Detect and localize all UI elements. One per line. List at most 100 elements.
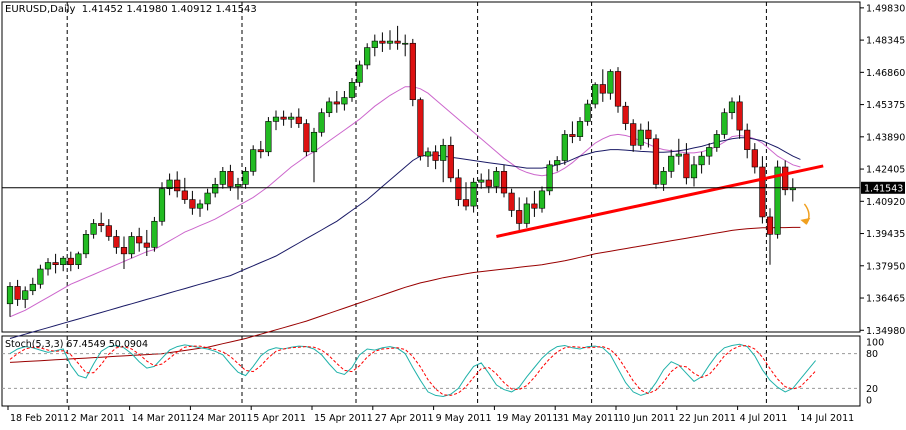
time-tick-label: 22 Jun 2011 bbox=[679, 413, 736, 424]
stochastic-oscillator bbox=[2, 343, 860, 398]
price-tick-label: 1.34980 bbox=[866, 326, 905, 337]
candle-body bbox=[576, 121, 584, 137]
candle-body bbox=[546, 164, 553, 192]
candle-body bbox=[212, 184, 219, 194]
trendline bbox=[496, 164, 824, 238]
candle-body bbox=[698, 155, 705, 166]
time-tick-label: 10 Jun 2011 bbox=[618, 413, 675, 424]
ohlc-values: 1.41452 1.41980 1.40912 1.41543 bbox=[81, 4, 257, 15]
time-tick-label: 18 Feb 2011 bbox=[10, 413, 69, 424]
candle-body bbox=[394, 40, 401, 44]
time-tick-label: 31 May 2011 bbox=[557, 413, 619, 424]
candle-body bbox=[721, 112, 728, 135]
candle-body bbox=[622, 105, 629, 124]
candle-body bbox=[432, 151, 439, 161]
stoch-main-line bbox=[9, 343, 816, 398]
candle-body bbox=[295, 116, 302, 124]
time-tick-label: 15 Apr 2011 bbox=[314, 413, 373, 424]
price-panel-frame bbox=[1, 1, 861, 333]
period-separators bbox=[66, 2, 767, 406]
candle-body bbox=[561, 134, 568, 161]
price-tick-label: 1.39435 bbox=[866, 229, 905, 240]
symbol-header: EURUSD,Daily 1.41452 1.41980 1.40912 1.4… bbox=[5, 4, 257, 15]
candle-body bbox=[82, 234, 90, 255]
moving-averages bbox=[9, 86, 801, 363]
symbol-label: EURUSD,Daily bbox=[5, 4, 76, 15]
candle-body bbox=[151, 220, 158, 248]
candle-body bbox=[250, 149, 257, 172]
candle-body bbox=[234, 184, 242, 187]
candle-body bbox=[280, 116, 287, 120]
candle-body bbox=[538, 190, 546, 209]
candle-body bbox=[341, 97, 348, 105]
candle-body bbox=[310, 131, 318, 153]
candle-body bbox=[531, 203, 538, 209]
stoch-level-label: 80 bbox=[866, 349, 878, 360]
price-tick-label: 1.37950 bbox=[866, 261, 905, 272]
candle-body bbox=[386, 40, 394, 44]
candle-body bbox=[409, 42, 416, 100]
chart-frames bbox=[1, 1, 861, 407]
candle-body bbox=[554, 160, 561, 166]
candle-body bbox=[90, 223, 97, 235]
price-tick-label: 1.48345 bbox=[866, 36, 905, 47]
candle-body bbox=[196, 203, 204, 209]
candle-body bbox=[690, 164, 698, 179]
candle-body bbox=[44, 262, 52, 270]
price-tick-label: 1.49830 bbox=[866, 3, 905, 14]
candle-body bbox=[462, 199, 470, 207]
candle-body bbox=[371, 40, 378, 48]
candle-body bbox=[455, 177, 462, 200]
candle-body bbox=[22, 290, 29, 300]
candle-body bbox=[136, 236, 143, 244]
candle-body bbox=[668, 155, 675, 172]
time-tick-label: 19 May 2011 bbox=[496, 413, 558, 424]
candle-body bbox=[120, 247, 128, 255]
moving-average-line bbox=[9, 137, 801, 339]
candle-body bbox=[113, 236, 120, 248]
candle-body bbox=[523, 203, 530, 224]
price-tick-label: 1.45375 bbox=[866, 100, 905, 111]
time-tick-label: 9 May 2011 bbox=[436, 413, 492, 424]
candle-body bbox=[128, 236, 135, 255]
candle-body bbox=[751, 149, 758, 168]
candle-body bbox=[326, 101, 333, 114]
candle-body bbox=[98, 223, 105, 226]
candle-body bbox=[303, 123, 310, 153]
price-tick-label: 1.43890 bbox=[866, 132, 905, 143]
candle-body bbox=[174, 179, 181, 192]
candle-body bbox=[736, 101, 743, 131]
candle-body bbox=[645, 129, 652, 140]
candle-body bbox=[744, 129, 751, 150]
current-price-label: 1.41543 bbox=[864, 183, 903, 194]
candle-body bbox=[660, 171, 667, 185]
time-tick-label: 14 Jul 2011 bbox=[800, 413, 854, 424]
candle-body bbox=[440, 144, 447, 161]
candle-body bbox=[766, 216, 774, 235]
candle-body bbox=[379, 40, 386, 44]
candle-body bbox=[675, 153, 682, 157]
candle-body bbox=[257, 149, 264, 153]
candle-body bbox=[288, 116, 295, 120]
time-tick-label: 14 Mar 2011 bbox=[132, 413, 192, 424]
candle-body bbox=[318, 112, 325, 133]
candle-body bbox=[417, 99, 424, 157]
candle-body bbox=[265, 121, 272, 153]
price-tick-label: 1.46860 bbox=[866, 68, 905, 79]
candlesticks bbox=[6, 25, 796, 317]
price-tick-label: 1.42405 bbox=[866, 165, 905, 176]
stoch-level-label: 100 bbox=[866, 338, 884, 349]
candle-body bbox=[348, 82, 356, 98]
candle-body bbox=[242, 171, 249, 185]
chart-overlays bbox=[2, 164, 860, 238]
time-tick-label: 5 Apr 2011 bbox=[253, 413, 306, 424]
candle-body bbox=[652, 138, 660, 185]
candle-body bbox=[29, 283, 36, 292]
time-tick-label: 27 Apr 2011 bbox=[375, 413, 434, 424]
candle-body bbox=[478, 179, 485, 183]
candle-body bbox=[105, 225, 112, 237]
candle-body bbox=[630, 123, 637, 146]
candle-body bbox=[607, 71, 614, 94]
